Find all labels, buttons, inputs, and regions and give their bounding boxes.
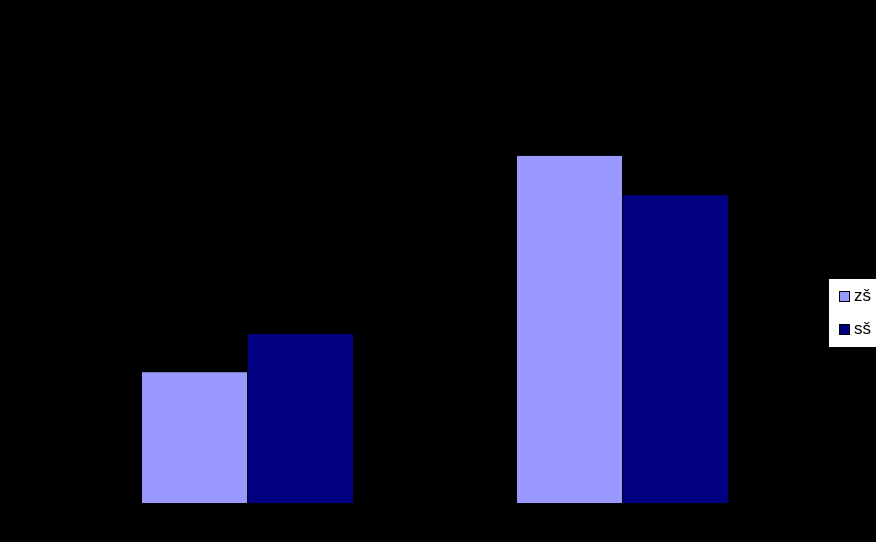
- bar-group2-zs: [517, 155, 622, 503]
- bars-group: [142, 155, 728, 503]
- legend-swatch-ss: [839, 323, 850, 335]
- legend-item-zs: zš: [839, 286, 871, 306]
- legend: zš sš: [829, 279, 876, 347]
- bar-group2-ss: [623, 195, 728, 503]
- legend-swatch-zs: [839, 290, 850, 302]
- legend-item-ss: sš: [839, 319, 871, 339]
- bar-group1-ss: [248, 333, 353, 503]
- legend-label-zs: zš: [854, 286, 871, 305]
- bar-group1-zs: [142, 372, 247, 503]
- legend-label-ss: sš: [854, 319, 871, 338]
